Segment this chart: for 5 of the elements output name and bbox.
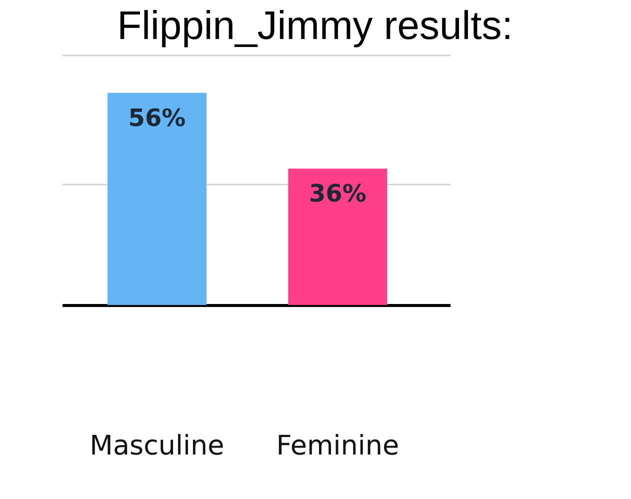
data-label: 56% bbox=[128, 104, 186, 132]
x-tick-label: Feminine bbox=[276, 430, 400, 462]
x-tick-label: Masculine bbox=[90, 430, 224, 462]
data-label: 36% bbox=[308, 180, 366, 208]
chart-title: Flippin_Jimmy results: bbox=[117, 4, 513, 48]
